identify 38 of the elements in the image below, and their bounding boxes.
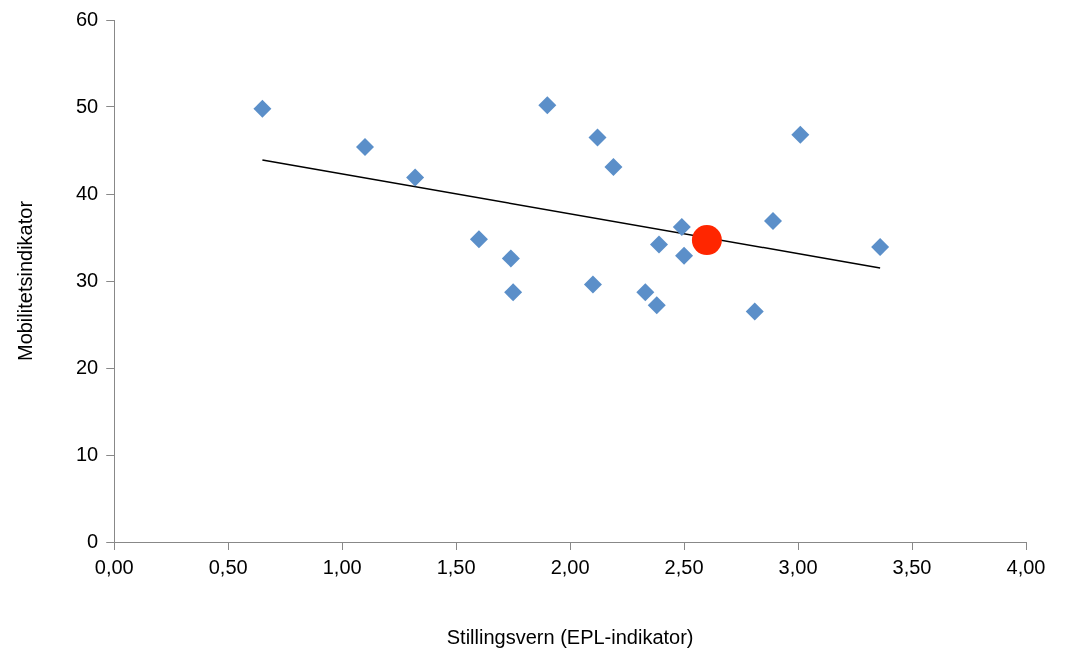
- point: [501, 249, 520, 268]
- x-tick-label: 4,00: [1006, 555, 1046, 578]
- y-axis-title: Mobilitetsindikator: [13, 200, 36, 362]
- y-tick-label: 10: [76, 442, 99, 465]
- y-tick-label: 60: [76, 7, 99, 30]
- x-tick-label: 3,50: [892, 555, 932, 578]
- point: [871, 238, 890, 257]
- point: [650, 235, 669, 254]
- point: [791, 125, 810, 144]
- point: [588, 128, 607, 147]
- point: [672, 218, 691, 237]
- point: [469, 230, 488, 249]
- point: [745, 302, 764, 321]
- point: [647, 296, 666, 315]
- x-tick-label: 1,50: [436, 555, 476, 578]
- point: [583, 275, 602, 294]
- point: [675, 246, 694, 265]
- y-tick-label: 40: [76, 181, 99, 204]
- x-tick-label: 1,00: [322, 555, 362, 578]
- point: [406, 168, 425, 187]
- x-tick-label: 0,00: [94, 555, 134, 578]
- point: [504, 283, 523, 302]
- point: [538, 96, 557, 115]
- y-tick-label: 20: [76, 355, 99, 378]
- y-tick-label: 0: [87, 529, 99, 552]
- y-tick-label: 30: [76, 268, 99, 291]
- point: [691, 225, 722, 256]
- point: [253, 99, 272, 118]
- x-tick-label: 2,00: [550, 555, 590, 578]
- x-axis-title: Stillingsvern (EPL-indikator): [446, 625, 694, 648]
- point: [763, 211, 782, 230]
- point: [355, 138, 374, 157]
- x-tick-label: 2,50: [664, 555, 704, 578]
- x-tick-label: 0,50: [208, 555, 248, 578]
- x-tick-label: 3,00: [778, 555, 818, 578]
- point: [604, 158, 623, 177]
- y-tick-label: 50: [76, 94, 99, 117]
- point: [636, 283, 655, 302]
